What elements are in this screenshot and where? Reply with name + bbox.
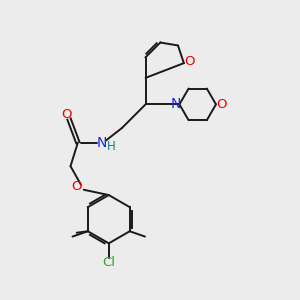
Text: H: H <box>107 140 116 153</box>
Text: O: O <box>61 108 71 121</box>
Text: N: N <box>171 97 181 111</box>
Text: Cl: Cl <box>102 256 115 269</box>
Text: O: O <box>184 55 194 68</box>
Text: N: N <box>96 136 106 150</box>
Text: O: O <box>72 180 82 193</box>
Text: O: O <box>216 98 226 111</box>
